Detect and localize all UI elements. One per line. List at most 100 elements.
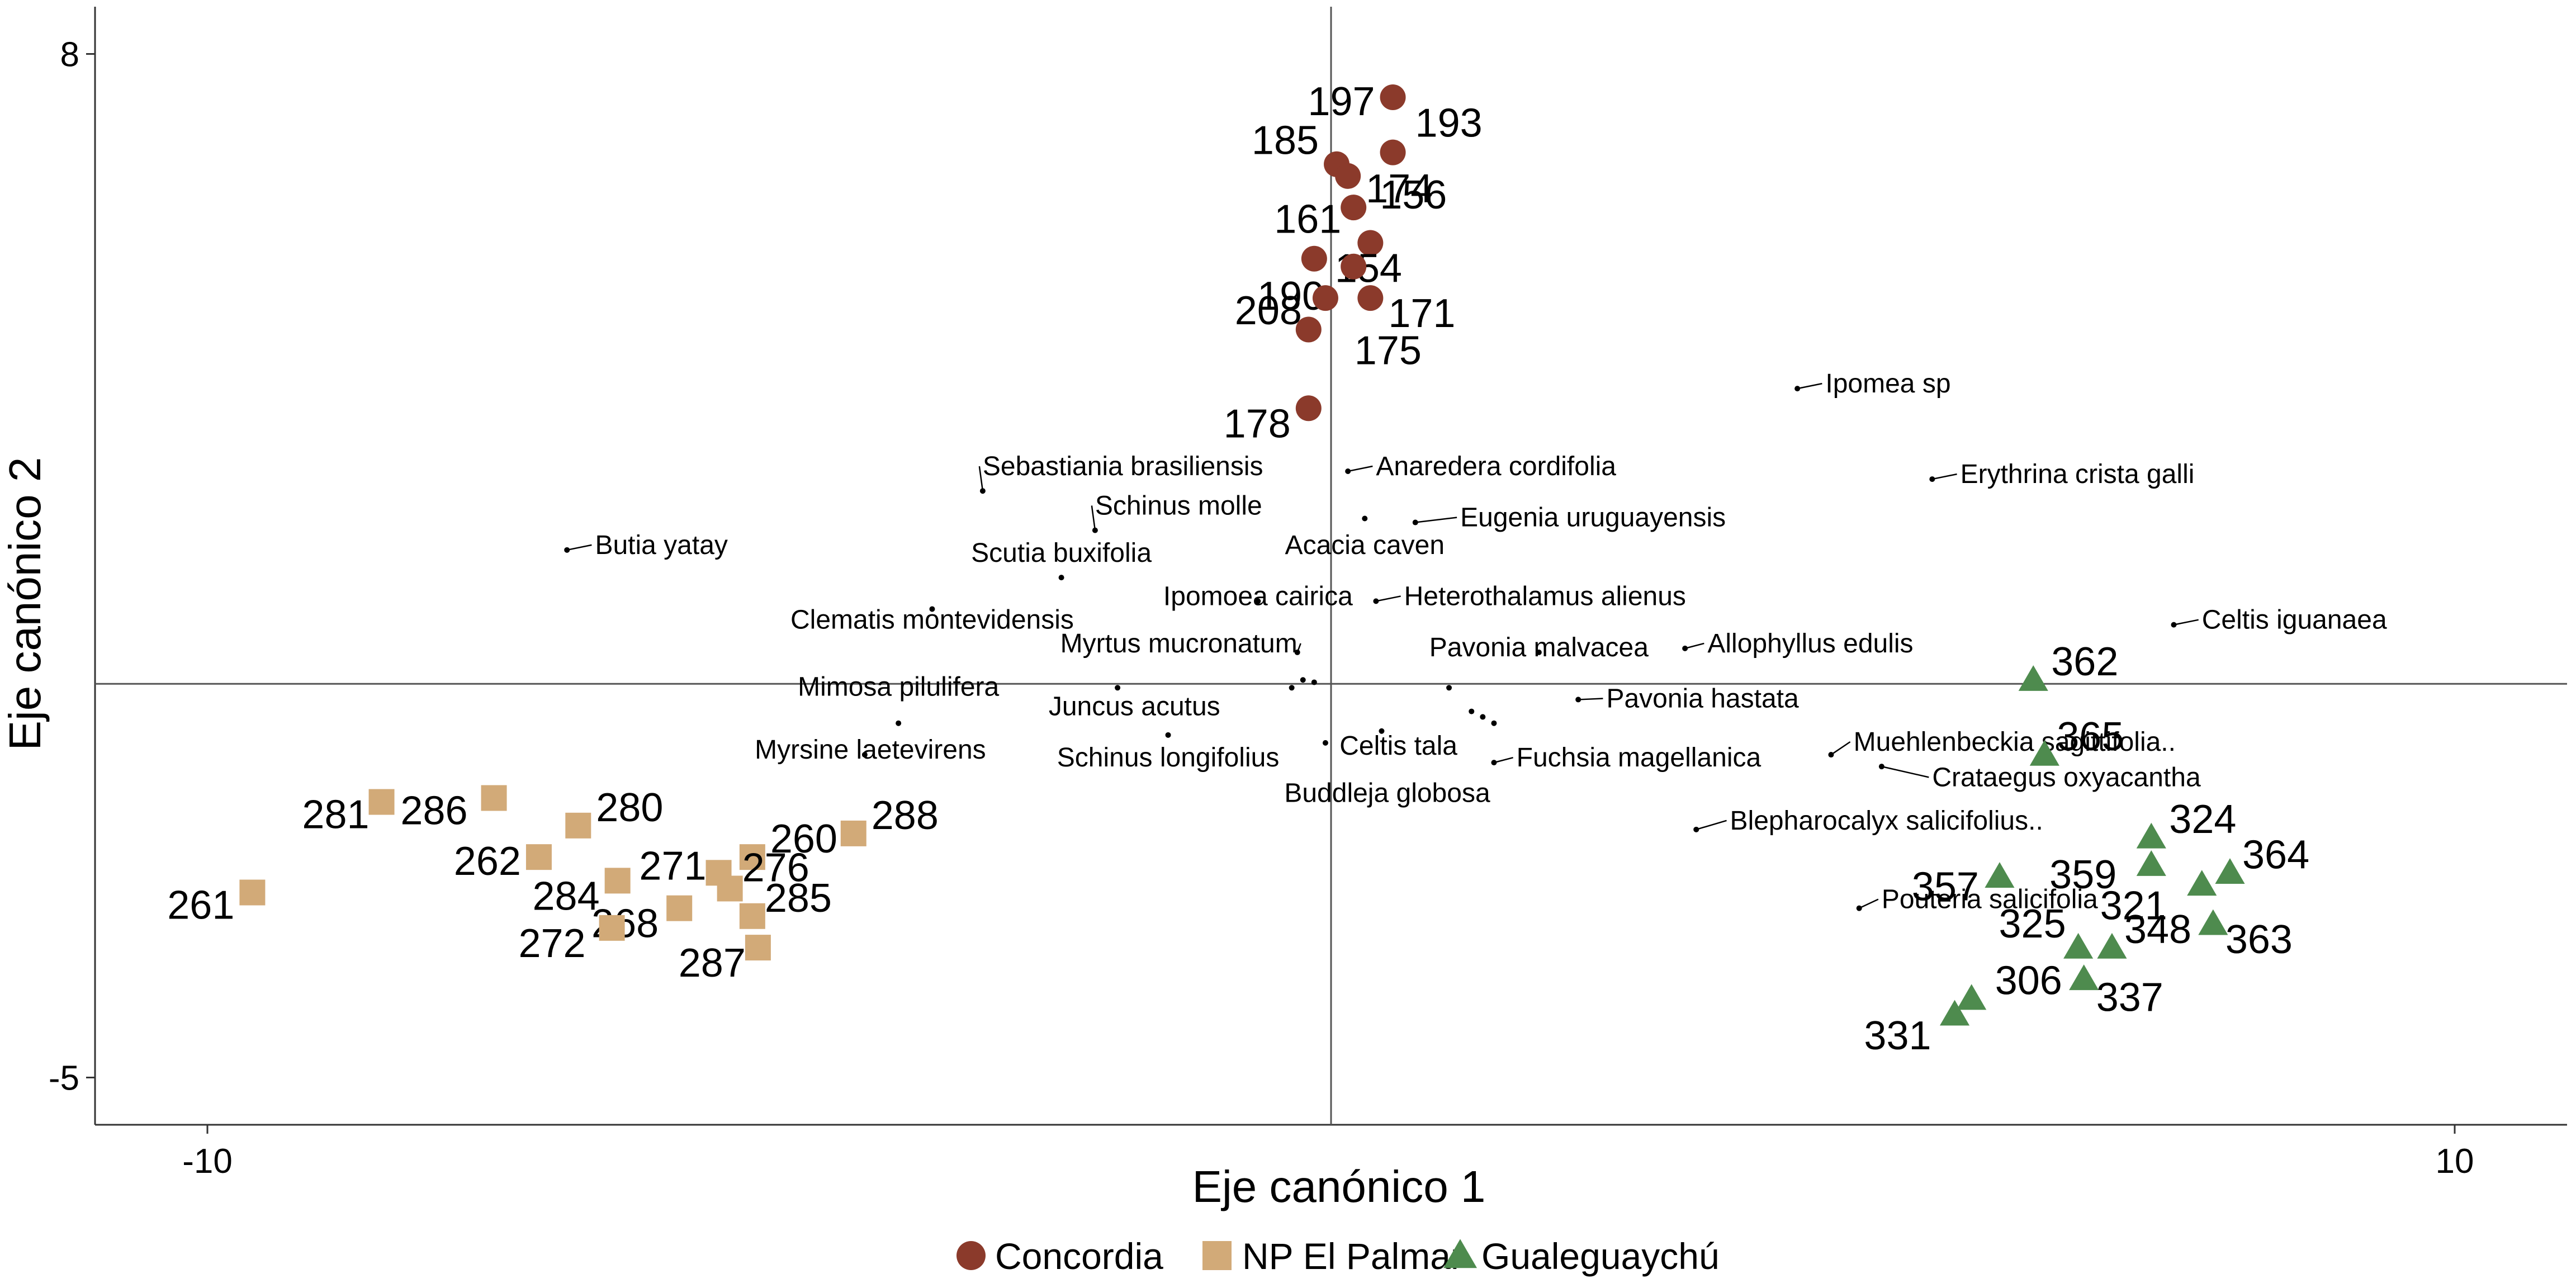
point-label: 365 [2057, 714, 2124, 759]
point-label: 197 [1308, 79, 1375, 124]
point-label: 281 [302, 793, 369, 837]
data-point [1295, 395, 1322, 422]
point-label: 363 [2225, 917, 2293, 962]
species-dot [1115, 685, 1121, 691]
point-label: 262 [454, 839, 521, 884]
species-label: Schinus longifolius [1057, 743, 1280, 773]
species-label: Crataegus oxyacantha [1932, 763, 2201, 792]
x-tick-label: -10 [182, 1142, 233, 1181]
data-point [239, 879, 266, 906]
species-dot [1322, 740, 1328, 746]
point-label: 261 [167, 883, 234, 928]
legend-label: NP El Palmar [1242, 1235, 1463, 1277]
species-label: Pavonia malvacea [1429, 633, 1649, 662]
data-point [2187, 870, 2217, 896]
y-axis-label: Eje canónico 2 [0, 457, 50, 751]
y-tick-label: -5 [49, 1059, 79, 1097]
data-point [739, 903, 765, 929]
species-label: Myrsine laetevirens [755, 735, 986, 765]
point-label: 185 [1252, 119, 1319, 163]
species-dot [1300, 677, 1306, 683]
data-point [1357, 285, 1384, 311]
species-label: Anaredera cordifolia [1376, 452, 1616, 481]
data-point [745, 935, 771, 961]
species-label: Erythrina crista galli [1961, 460, 2195, 489]
point-label: 276 [742, 845, 809, 890]
legend-label: Concordia [995, 1235, 1163, 1277]
data-point [739, 844, 765, 870]
species-label: Fuchsia magellanica [1517, 743, 1761, 773]
point-label: 359 [2049, 853, 2116, 897]
species-label: Schinus molle [1095, 491, 1262, 520]
species-label: Butia yatay [595, 531, 727, 560]
species-leader-line [1376, 595, 1401, 602]
species-leader-line [1578, 698, 1603, 700]
species-label: Celtis tala [1339, 731, 1457, 761]
legend-label: Gualeguaychú [1481, 1235, 1720, 1277]
species-dot [1289, 685, 1295, 691]
point-label: 348 [2124, 907, 2191, 952]
species-dot [1480, 714, 1486, 720]
data-point [2029, 740, 2059, 766]
point-label: 285 [765, 876, 832, 921]
data-point [1341, 195, 1367, 221]
species-dot [896, 720, 902, 726]
point-label: 171 [1388, 291, 1455, 336]
species-dot [929, 606, 935, 612]
point-label: 272 [518, 921, 585, 966]
species-dot [861, 752, 868, 758]
point-label: 331 [1864, 1014, 1931, 1058]
species-leader-line [978, 466, 984, 491]
species-label: Pouteria salicifolia [1882, 885, 2098, 915]
point-label: 287 [679, 941, 746, 986]
point-label: 284 [533, 874, 600, 918]
species-label: Myrtus mucronatum [1060, 629, 1298, 659]
point-label: 280 [596, 785, 663, 830]
species-dot [1536, 649, 1542, 655]
species-leader-line [1696, 820, 1727, 831]
point-label: 156 [1380, 173, 1447, 217]
point-label: 178 [1224, 401, 1291, 446]
x-tick-label: 10 [2436, 1142, 2474, 1181]
point-label: 174 [1366, 167, 1433, 211]
data-point [1957, 984, 1987, 1010]
species-label: Juncus acutus [1049, 692, 1220, 722]
species-dot [1058, 575, 1064, 581]
point-label: 324 [2169, 797, 2236, 842]
data-point [2097, 932, 2127, 959]
data-point [1939, 1000, 1970, 1026]
species-label: Celtis iguanaea [2202, 605, 2387, 635]
species-label: Allophyllus edulis [1707, 629, 1913, 659]
species-dot [1165, 732, 1171, 738]
species-dot [1311, 679, 1317, 685]
data-point [481, 785, 507, 811]
data-point [717, 875, 743, 902]
data-point [1312, 285, 1338, 311]
species-leader-line [1415, 517, 1457, 523]
point-label: 271 [639, 844, 706, 888]
point-label: 286 [400, 788, 467, 833]
species-leader-line [1797, 382, 1822, 390]
data-point [1380, 139, 1406, 165]
data-point [666, 895, 693, 921]
species-leader-line [2174, 619, 2199, 626]
species-dot [1379, 728, 1385, 734]
data-point [2069, 964, 2099, 991]
species-dot [1491, 720, 1497, 726]
species-dot [1446, 685, 1452, 691]
species-leader-line [1859, 898, 1879, 909]
data-point [840, 820, 866, 846]
data-point [2198, 909, 2228, 935]
species-label: Clematis montevidensis [790, 605, 1074, 635]
data-point [1301, 245, 1327, 272]
point-label: 325 [1999, 902, 2066, 946]
y-tick-label: 8 [60, 36, 79, 74]
point-label: 337 [2096, 975, 2163, 1020]
species-label: Acacia caven [1285, 531, 1445, 560]
data-point [1985, 862, 2015, 888]
legend-marker [1443, 1239, 1478, 1268]
legend-marker [956, 1241, 986, 1270]
species-label: Eugenia uruguayensis [1460, 503, 1726, 533]
